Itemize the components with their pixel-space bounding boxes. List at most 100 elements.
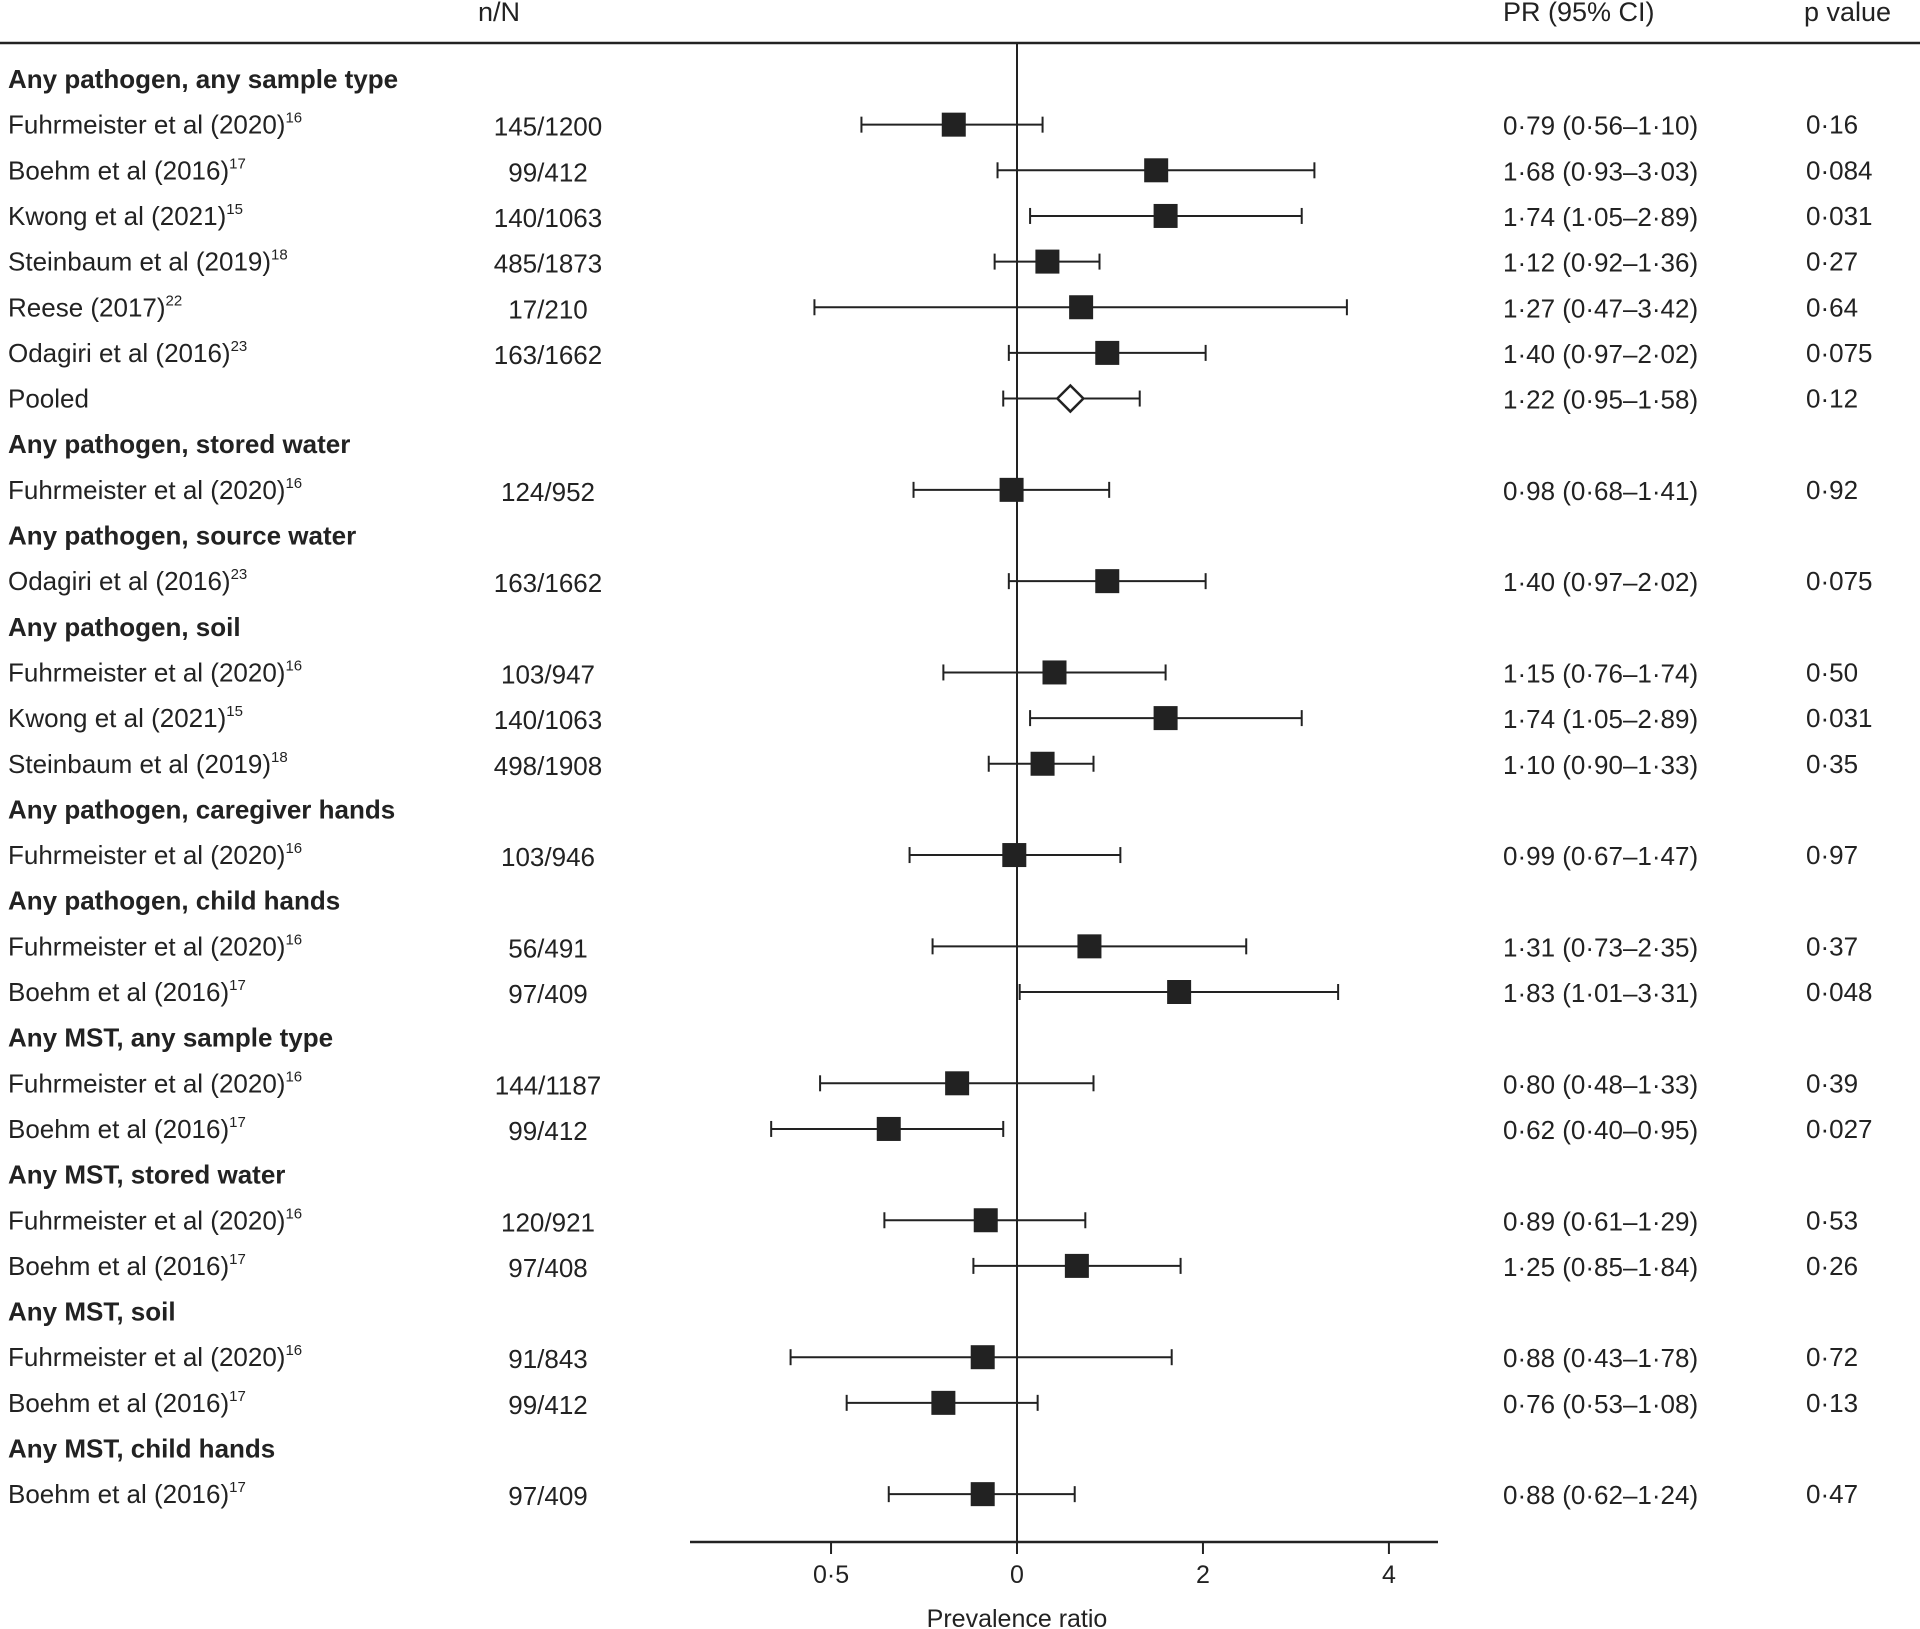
study-label: Boehm et al (2016)17 — [8, 1114, 246, 1144]
group-row: Any MST, stored water — [8, 1160, 285, 1190]
study-label: Steinbaum et al (2019)18 — [8, 749, 288, 779]
point-estimate-square — [1144, 158, 1169, 183]
study-row: Fuhrmeister et al (2020)16 124/952 0·98 (0… — [8, 475, 1858, 507]
reference-number: 16 — [285, 475, 302, 492]
pr-ci-value: 0·80 (0·48–1·33) — [1503, 1069, 1698, 1099]
study-label: Boehm et al (2016)17 — [8, 155, 246, 185]
point-estimate-square — [941, 112, 966, 137]
n-over-N-value: 97/408 — [508, 1253, 588, 1283]
reference-number: 17 — [229, 155, 246, 172]
group-label: Any pathogen, soil — [8, 612, 241, 642]
n-over-N-value: 124/952 — [501, 477, 595, 507]
p-value: 0·72 — [1806, 1342, 1858, 1372]
p-value: 0·64 — [1806, 292, 1858, 322]
pr-ci-value: 0·98 (0·68–1·41) — [1503, 476, 1698, 506]
p-value: 0·16 — [1806, 110, 1858, 140]
n-over-N-value: 140/1063 — [494, 203, 602, 233]
column-header-n-over-N: n/N — [478, 0, 520, 27]
pr-ci-value: 1·12 (0·92–1·36) — [1503, 248, 1698, 278]
p-value: 0·97 — [1806, 840, 1858, 870]
study-row: Odagiri et al (2016)23 163/1662 1·40 (0·97… — [8, 566, 1873, 598]
group-label: Any pathogen, source water — [8, 521, 356, 551]
pr-ci-value: 1·22 (0·95–1·58) — [1503, 385, 1698, 415]
pr-ci-value: 1·74 (1·05–2·89) — [1503, 704, 1698, 734]
point-estimate-square — [1095, 569, 1120, 594]
study-label: Odagiri et al (2016)23 — [8, 566, 247, 596]
reference-number: 17 — [229, 1479, 246, 1496]
n-over-N-value: 163/1662 — [494, 340, 602, 370]
group-row: Any pathogen, soil — [8, 612, 241, 642]
p-value: 0·027 — [1806, 1114, 1873, 1144]
point-estimate-square — [1042, 660, 1067, 685]
pr-ci-value: 1·74 (1·05–2·89) — [1503, 202, 1698, 232]
group-label: Any pathogen, any sample type — [8, 64, 398, 94]
reference-number: 16 — [285, 1342, 302, 1359]
n-over-N-value: 145/1200 — [494, 112, 602, 142]
pr-ci-value: 1·68 (0·93–3·03) — [1503, 156, 1698, 186]
study-label: Fuhrmeister et al (2020)16 — [8, 840, 302, 870]
reference-number: 16 — [285, 1205, 302, 1222]
point-estimate-square — [1153, 706, 1178, 731]
pr-ci-value: 0·88 (0·62–1·24) — [1503, 1480, 1698, 1510]
study-label: Pooled — [8, 384, 89, 414]
study-label: Fuhrmeister et al (2020)16 — [8, 475, 302, 505]
study-row: Boehm et al (2016)17 99/412 0·76 (0·53–1·0… — [8, 1388, 1858, 1420]
reference-number: 18 — [271, 247, 288, 264]
reference-number: 23 — [231, 566, 248, 583]
pooled-row: Pooled 1·22 (0·95–1·58) 0·12 — [8, 384, 1858, 415]
study-row: Fuhrmeister et al (2020)16 103/947 1·15 (0… — [8, 657, 1858, 689]
study-row: Boehm et al (2016)17 99/412 1·68 (0·93–3·0… — [8, 155, 1873, 187]
group-row: Any pathogen, any sample type — [8, 64, 398, 94]
column-header-p-value: p value — [1804, 0, 1891, 27]
reference-number: 16 — [285, 931, 302, 948]
pr-ci-value: 1·40 (0·97–2·02) — [1503, 567, 1698, 597]
study-row: Fuhrmeister et al (2020)16 120/921 0·89 (0… — [8, 1205, 1858, 1237]
group-row: Any pathogen, stored water — [8, 429, 350, 459]
group-label: Any MST, soil — [8, 1297, 176, 1327]
x-axis: 0·5 0 2 4 — [690, 1540, 1438, 1589]
reference-number: 15 — [226, 703, 243, 720]
group-label: Any MST, stored water — [8, 1160, 285, 1190]
p-value: 0·53 — [1806, 1205, 1858, 1235]
study-row: Boehm et al (2016)17 97/408 1·25 (0·85–1·8… — [8, 1251, 1858, 1283]
reference-number: 17 — [229, 977, 246, 994]
n-over-N-value: 99/412 — [508, 157, 588, 187]
p-value: 0·39 — [1806, 1068, 1858, 1098]
study-label: Boehm et al (2016)17 — [8, 977, 246, 1007]
x-tick-label: 2 — [1196, 1561, 1210, 1589]
study-row: Steinbaum et al (2019)18 498/1908 1·10 (0·… — [8, 749, 1858, 781]
p-value: 0·35 — [1806, 749, 1858, 779]
column-header-pr-ci: PR (95% CI) — [1503, 0, 1655, 27]
n-over-N-value: 144/1187 — [495, 1070, 602, 1100]
group-label: Any MST, child hands — [8, 1434, 275, 1464]
p-value: 0·92 — [1806, 475, 1858, 505]
n-over-N-value: 97/409 — [508, 979, 588, 1009]
pr-ci-value: 0·88 (0·43–1·78) — [1503, 1343, 1698, 1373]
point-estimate-square — [1030, 751, 1055, 776]
study-label: Steinbaum et al (2019)18 — [8, 247, 288, 277]
study-row: Fuhrmeister et al (2020)16 91/843 0·88 (0·… — [8, 1342, 1858, 1374]
study-row: Fuhrmeister et al (2020)16 145/1200 0·79 (… — [8, 110, 1858, 142]
point-estimate-square — [1077, 934, 1102, 959]
x-tick-label: 0 — [1010, 1561, 1024, 1589]
point-estimate-square — [1095, 340, 1120, 365]
p-value: 0·47 — [1806, 1479, 1858, 1509]
study-label: Boehm et al (2016)17 — [8, 1479, 246, 1509]
reference-number: 22 — [166, 292, 183, 309]
pooled-estimate-diamond — [1055, 383, 1086, 414]
study-label: Kwong et al (2021)15 — [8, 201, 243, 231]
study-row: Fuhrmeister et al (2020)16 144/1187 0·80 (… — [8, 1068, 1858, 1100]
n-over-N-value: 103/947 — [501, 659, 595, 689]
study-label: Boehm et al (2016)17 — [8, 1388, 246, 1418]
study-label: Fuhrmeister et al (2020)16 — [8, 931, 302, 961]
reference-number: 17 — [229, 1114, 246, 1131]
group-label: Any MST, any sample type — [8, 1023, 333, 1053]
point-estimate-square — [1064, 1253, 1089, 1278]
study-label: Reese (2017)22 — [8, 292, 182, 322]
n-over-N-value: 97/409 — [508, 1481, 588, 1511]
n-over-N-value: 99/412 — [508, 1116, 588, 1146]
reference-number: 16 — [285, 840, 302, 857]
pr-ci-value: 0·79 (0·56–1·10) — [1503, 111, 1698, 141]
n-over-N-value: 99/412 — [508, 1390, 588, 1420]
point-estimate-square — [970, 1345, 995, 1370]
